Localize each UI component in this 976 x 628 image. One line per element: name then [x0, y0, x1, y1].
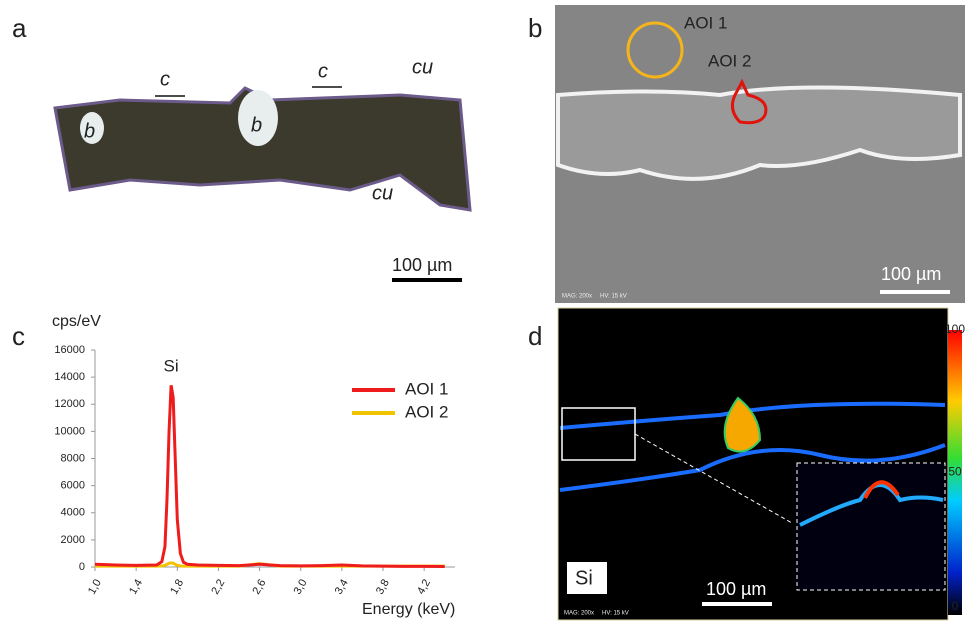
colorbar-tick-label: 50 — [948, 465, 962, 479]
tissue-section — [53, 86, 472, 212]
x-tick-label: 3,8 — [374, 577, 392, 596]
element-label: Si — [575, 567, 593, 589]
x-tick-label: 2,6 — [250, 577, 268, 596]
x-tick-label: 1,4 — [127, 577, 145, 596]
panel-letter: d — [528, 321, 542, 351]
aoi-label: AOI 1 — [684, 13, 727, 32]
scale-label: 100 µm — [706, 579, 766, 599]
label-b: b — [84, 120, 95, 142]
panel-d: d Si 100 µm MAG: 200x HV: 15 kV — [528, 307, 962, 621]
section-edge — [559, 401, 946, 430]
aoi-1 — [626, 21, 684, 79]
x-tick-label: 4,2 — [415, 577, 433, 596]
y-tick-label: 14000 — [54, 371, 85, 383]
colorbar-tick-label: 0 — [952, 599, 959, 613]
panel-letter: b — [528, 13, 542, 43]
hv-info: HV: 15 kV — [600, 294, 627, 300]
y-tick-label: 6000 — [61, 480, 85, 492]
series-line — [94, 385, 445, 568]
panel-letter: c — [12, 321, 25, 351]
label-b: b — [251, 114, 262, 136]
label-c: c — [160, 68, 170, 90]
inset-edge — [799, 483, 944, 527]
panel-a: a c c cu cu b b 100 µm — [12, 13, 472, 282]
x-tick-label: 1,8 — [168, 577, 186, 596]
colorbar — [948, 330, 962, 615]
label-cu: cu — [412, 56, 433, 78]
y-tick-label: 12000 — [54, 398, 85, 410]
y-tick-label: 10000 — [54, 425, 85, 437]
aoi-label: AOI 2 — [708, 51, 751, 70]
cell-b — [238, 90, 278, 146]
inset-hotspot — [863, 480, 900, 499]
y-axis-label: cps/eV — [52, 313, 101, 330]
y-tick-label: 16000 — [54, 344, 85, 356]
mag-info: MAG: 200x — [564, 611, 594, 617]
inset — [796, 462, 946, 591]
zoom-arrow — [634, 433, 793, 524]
annotation: Si — [164, 357, 179, 376]
x-axis-label: Energy (keV) — [362, 601, 455, 618]
legend-label: AOI 2 — [405, 402, 448, 421]
x-tick-label: 3,0 — [292, 577, 310, 596]
cell-b — [80, 112, 104, 144]
scale-bar — [392, 278, 462, 282]
panel-letter: a — [12, 13, 27, 43]
panel-b: b AOI 1 AOI 2 100 µm MAG: 200x HV: 15 kV — [528, 5, 965, 303]
sem-section — [556, 85, 962, 181]
scale-label: 100 µm — [392, 255, 452, 275]
x-tick-label: 2,2 — [209, 577, 227, 596]
scale-bar — [880, 290, 950, 294]
element-box — [567, 562, 607, 594]
label-cu: cu — [372, 182, 393, 204]
legend-label: AOI 1 — [405, 379, 448, 398]
hv-info: HV: 15 kV — [602, 611, 629, 617]
scale-bar — [702, 602, 772, 606]
x-tick-label: 1,0 — [86, 577, 104, 596]
y-tick-label: 0 — [79, 561, 85, 573]
colorbar-tick-label: 100 — [945, 322, 965, 336]
si-hotspot — [723, 396, 762, 453]
y-tick-label: 2000 — [61, 534, 85, 546]
aoi-2 — [730, 78, 768, 125]
y-tick-label: 4000 — [61, 507, 85, 519]
y-tick-label: 8000 — [61, 452, 85, 464]
mag-info: MAG: 200x — [562, 294, 592, 300]
x-tick-label: 3,4 — [333, 577, 351, 596]
scale-label: 100 µm — [881, 264, 941, 284]
label-c: c — [318, 60, 328, 82]
section-edge — [559, 443, 946, 492]
